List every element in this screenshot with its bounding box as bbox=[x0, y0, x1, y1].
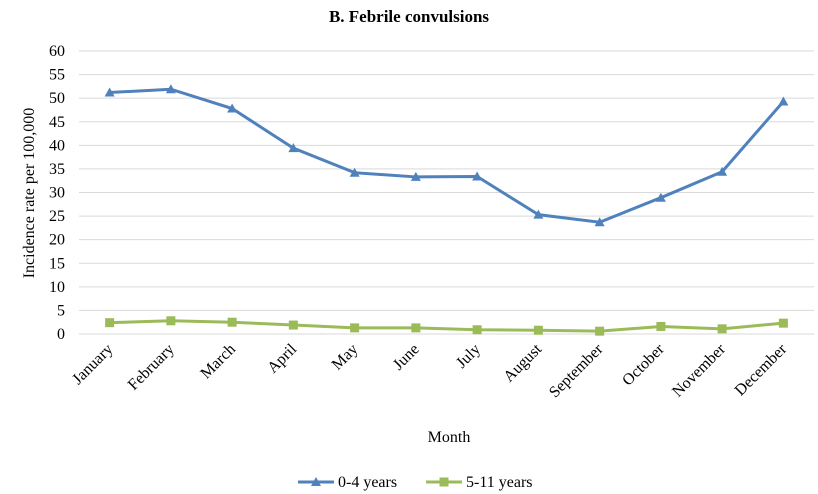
line-marker bbox=[165, 84, 176, 94]
line-marker bbox=[656, 321, 666, 331]
x-tick-label: November bbox=[669, 340, 729, 400]
line-marker bbox=[717, 324, 727, 334]
y-tick-label: 45 bbox=[49, 114, 65, 131]
line-marker bbox=[778, 318, 788, 328]
legend-marker bbox=[439, 477, 449, 487]
x-tick-label: December bbox=[732, 340, 791, 399]
chart-title: B. Febrile convulsions bbox=[329, 7, 489, 26]
line-marker bbox=[594, 217, 605, 227]
y-tick-label: 5 bbox=[57, 302, 65, 319]
line-marker bbox=[410, 171, 421, 181]
line-marker bbox=[472, 171, 483, 181]
line-marker bbox=[533, 209, 544, 219]
y-tick-label: 10 bbox=[49, 279, 65, 296]
y-tick-label: 60 bbox=[49, 43, 65, 60]
y-tick-label: 35 bbox=[49, 161, 65, 178]
y-tick-label: 25 bbox=[49, 208, 65, 225]
line-marker bbox=[778, 96, 789, 106]
x-tick-label: February bbox=[125, 341, 178, 394]
x-tick-label: May bbox=[329, 341, 362, 374]
line-marker bbox=[104, 87, 115, 97]
line-marker bbox=[533, 325, 543, 335]
line-marker bbox=[350, 323, 360, 333]
x-tick-label: April bbox=[264, 340, 300, 376]
y-tick-label: 20 bbox=[49, 232, 65, 249]
line-marker bbox=[655, 192, 666, 202]
line-marker bbox=[166, 316, 176, 326]
line-marker bbox=[472, 325, 482, 335]
series-line bbox=[109, 87, 785, 224]
series-line bbox=[109, 319, 784, 333]
x-tick-label: January bbox=[69, 341, 116, 388]
y-tick-label: 0 bbox=[57, 326, 65, 343]
line-marker bbox=[105, 318, 115, 328]
y-tick-label: 30 bbox=[49, 185, 65, 202]
legend-marker bbox=[311, 477, 321, 486]
x-axis-label: Month bbox=[428, 429, 471, 446]
y-tick-label: 50 bbox=[49, 90, 65, 107]
x-tick-label: March bbox=[197, 341, 239, 383]
y-tick-label: 15 bbox=[49, 255, 65, 272]
x-tick-label: July bbox=[453, 341, 484, 372]
y-tick-label: 55 bbox=[49, 67, 65, 84]
legend-label: 0-4 years bbox=[338, 474, 397, 491]
x-tick-label: September bbox=[546, 340, 607, 401]
line-marker bbox=[227, 103, 238, 113]
line-marker bbox=[411, 323, 421, 333]
x-tick-label: August bbox=[500, 340, 545, 385]
line-marker bbox=[349, 167, 360, 177]
y-tick-label: 40 bbox=[49, 137, 65, 154]
line-marker bbox=[595, 326, 605, 336]
x-tick-label: June bbox=[390, 341, 423, 374]
legend-label: 5-11 years bbox=[466, 474, 533, 491]
line-marker bbox=[227, 317, 237, 327]
x-tick-label: October bbox=[619, 340, 668, 389]
line-marker bbox=[717, 166, 728, 176]
y-axis-label: Incidence rate per 100,000 bbox=[21, 108, 38, 279]
line-marker bbox=[288, 320, 298, 330]
line-marker bbox=[288, 143, 299, 153]
